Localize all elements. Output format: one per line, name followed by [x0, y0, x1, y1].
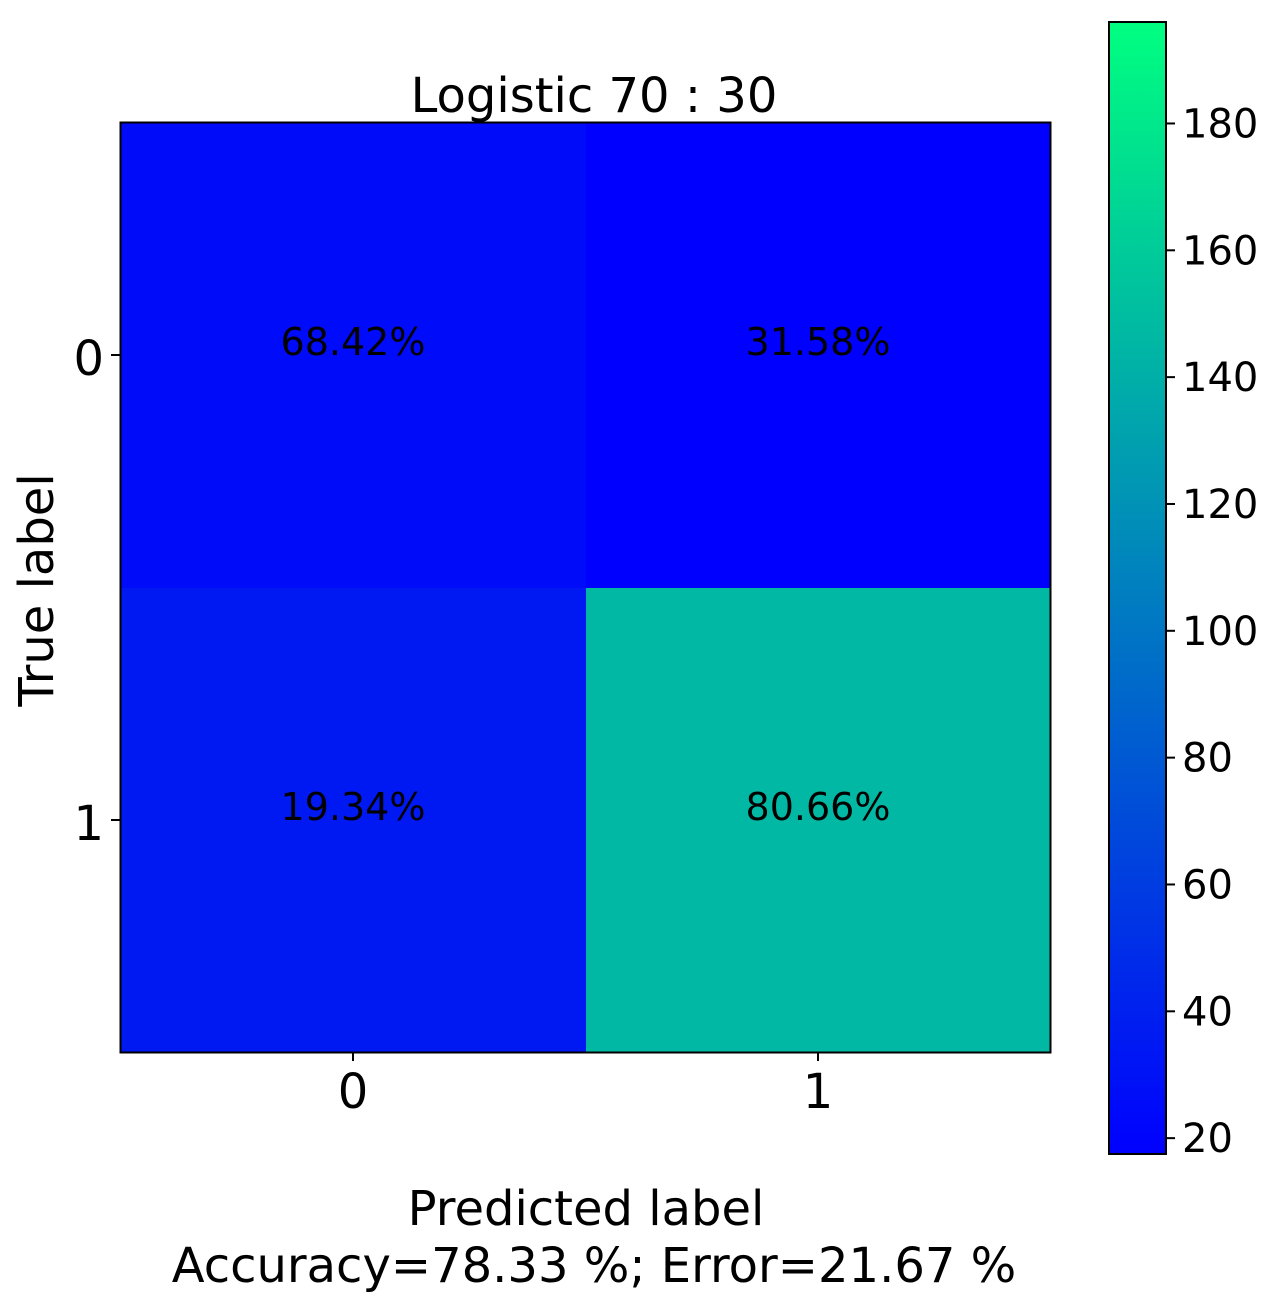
- colorbar-ticks: 20 40 60 80 100 120 140 160 180: [1166, 101, 1258, 1162]
- colorbar-tick-label: 20: [1182, 1116, 1233, 1162]
- heatmap-cell-0-0: [121, 123, 586, 588]
- cell-labels: 68.42% 31.58% 19.34% 80.66%: [281, 320, 891, 829]
- heatmap-cells: [121, 123, 1051, 1053]
- cell-label-1-1: 80.66%: [746, 785, 891, 829]
- colorbar-tick-label: 140: [1182, 355, 1258, 401]
- heatmap-cell-1-0: [121, 588, 586, 1053]
- colorbar-tick-label: 60: [1182, 862, 1233, 908]
- x-tick-label-1: 1: [803, 1064, 834, 1120]
- colorbar-tick-label: 80: [1182, 736, 1233, 782]
- y-tick-label-0: 0: [73, 331, 104, 387]
- y-tick-label-1: 1: [73, 796, 104, 852]
- chart-title: Logistic 70 : 30: [411, 68, 778, 124]
- x-axis-label: Predicted label: [408, 1181, 765, 1237]
- plot-frame: [119, 121, 1052, 1054]
- accuracy-error-note: Accuracy=78.33 %; Error=21.67 %: [172, 1238, 1017, 1294]
- colorbar-tick-label: 180: [1182, 101, 1258, 147]
- x-tick-label-0: 0: [338, 1064, 369, 1120]
- y-axis-label: True label: [9, 473, 65, 707]
- colorbar: [1108, 21, 1167, 1155]
- cell-label-1-0: 19.34%: [281, 785, 426, 829]
- colorbar-tick-label: 120: [1182, 482, 1258, 528]
- heatmap-cell-1-1: [586, 588, 1051, 1053]
- colorbar-tick-label: 160: [1182, 228, 1258, 274]
- colorbar-tick-label: 40: [1182, 989, 1233, 1035]
- colorbar-tick-label: 100: [1182, 609, 1258, 655]
- cell-label-0-1: 31.58%: [746, 320, 891, 364]
- cell-label-0-0: 68.42%: [281, 320, 426, 364]
- heatmap-cell-0-1: [586, 123, 1051, 588]
